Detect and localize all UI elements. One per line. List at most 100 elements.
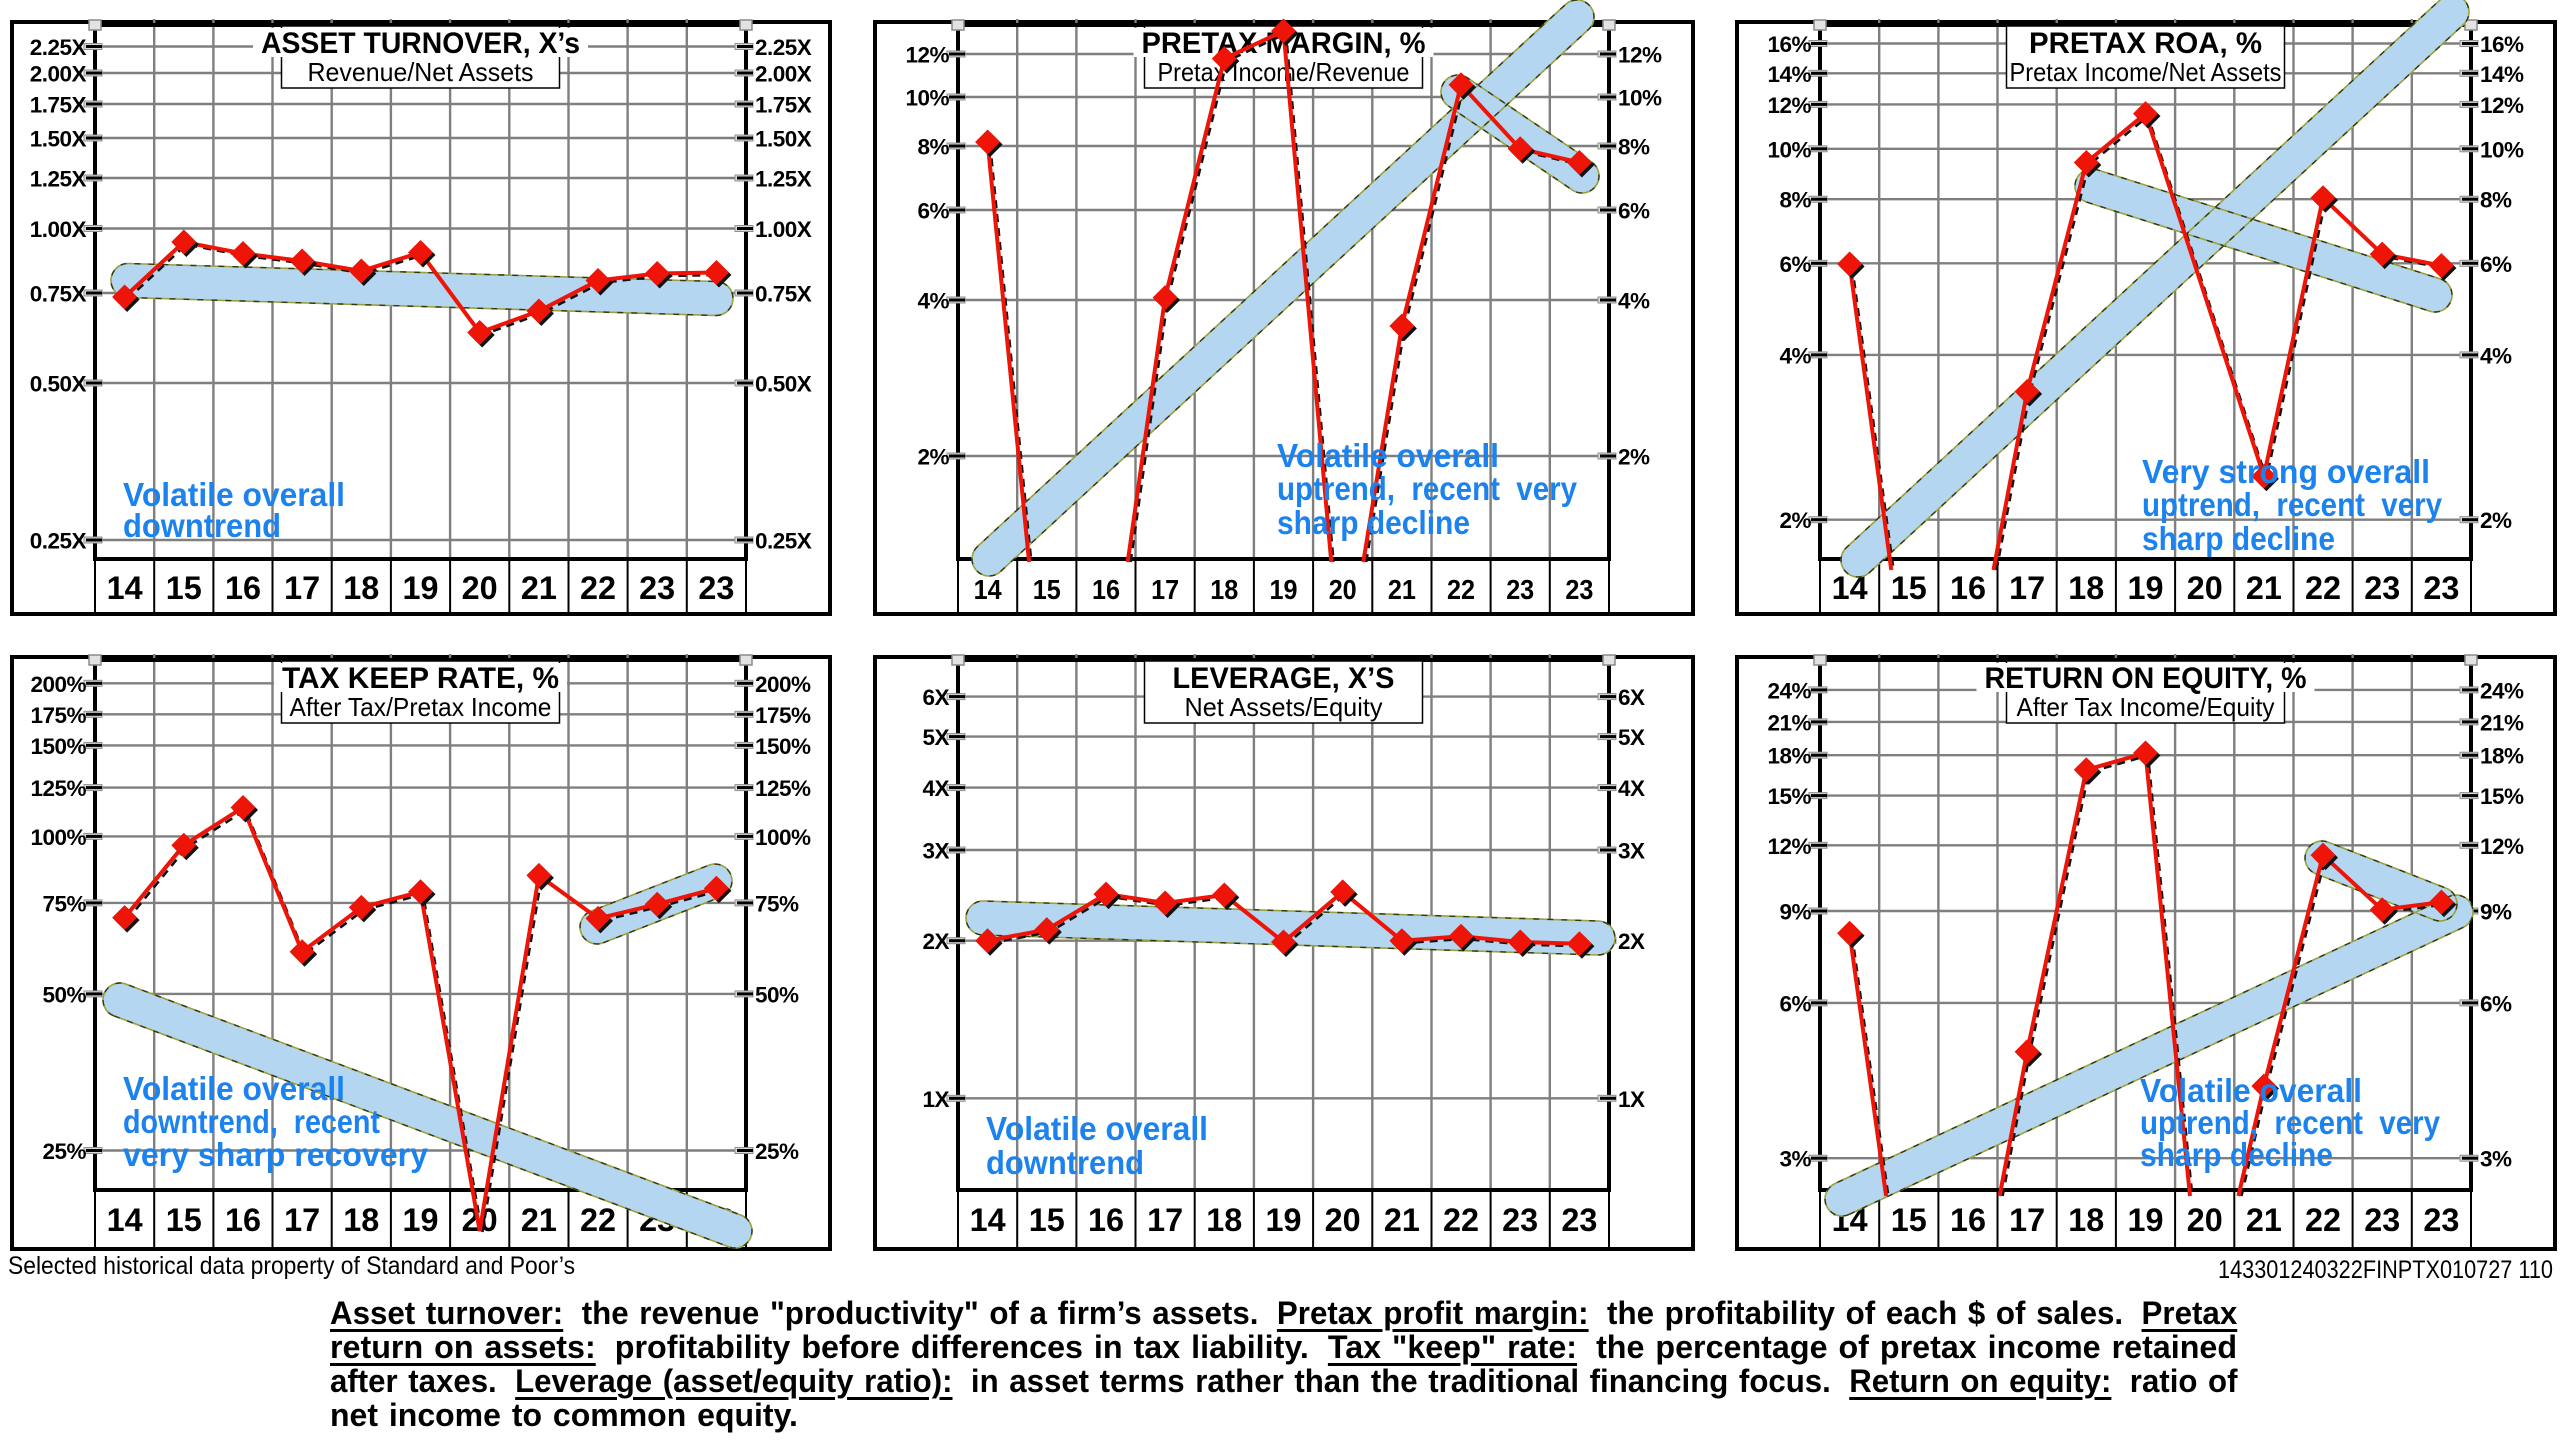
svg-text:22: 22 [580,570,616,606]
svg-text:8%: 8% [2480,188,2512,213]
svg-text:18: 18 [1206,1202,1242,1238]
svg-text:24%: 24% [1767,678,1811,703]
svg-text:24%: 24% [2480,678,2524,703]
svg-text:23: 23 [2364,570,2400,606]
svg-text:Very strong overall: Very strong overall [2142,453,2430,490]
svg-text:Volatile overall: Volatile overall [2140,1072,2362,1109]
svg-text:6%: 6% [1779,991,1811,1016]
svg-text:17: 17 [1147,1202,1183,1238]
svg-text:14: 14 [970,1202,1006,1238]
svg-text:22: 22 [580,1202,616,1238]
svg-text:50%: 50% [42,982,86,1007]
svg-text:18%: 18% [1767,744,1811,769]
svg-text:21: 21 [2246,570,2282,606]
svg-text:15: 15 [1029,1202,1065,1238]
svg-text:19: 19 [2128,570,2164,606]
svg-text:1.75X: 1.75X [30,93,87,118]
svg-text:9%: 9% [1779,900,1811,925]
svg-text:12%: 12% [905,43,949,68]
svg-text:12%: 12% [1618,43,1662,68]
svg-text:downtrend, recent: downtrend, recent [123,1103,380,1140]
svg-text:21: 21 [521,570,557,606]
svg-text:16: 16 [225,570,261,606]
svg-text:2.25X: 2.25X [30,35,87,60]
svg-text:175%: 175% [755,703,811,728]
svg-text:Volatile overall: Volatile overall [1277,437,1499,474]
svg-text:Selected historical data prope: Selected historical data property of Sta… [8,1252,575,1280]
svg-text:17: 17 [2009,570,2045,606]
svg-text:uptrend, recent very: uptrend, recent very [2140,1104,2441,1141]
svg-text:uptrend, recent very: uptrend, recent very [2142,486,2443,523]
svg-text:23: 23 [1502,1202,1538,1238]
svg-text:1.25X: 1.25X [755,167,812,192]
svg-text:4X: 4X [922,776,949,801]
svg-text:sharp decline: sharp decline [2142,520,2335,557]
svg-text:1X: 1X [1618,1087,1645,1112]
svg-text:6%: 6% [2480,991,2512,1016]
svg-text:2X: 2X [922,929,949,954]
svg-text:6%: 6% [2480,252,2512,277]
svg-text:15: 15 [166,570,202,606]
svg-text:10%: 10% [1618,86,1662,111]
svg-text:17: 17 [284,570,320,606]
svg-text:21: 21 [521,1202,557,1238]
svg-text:100%: 100% [755,825,811,850]
svg-text:0.50X: 0.50X [755,372,812,397]
svg-text:6X: 6X [1618,685,1645,710]
svg-text:18: 18 [2068,570,2104,606]
svg-text:18: 18 [2068,1202,2104,1238]
svg-text:21: 21 [1388,574,1416,605]
svg-text:22: 22 [2305,1202,2341,1238]
svg-text:1.50X: 1.50X [30,127,87,152]
svg-text:6%: 6% [917,199,949,224]
svg-text:12%: 12% [1767,93,1811,118]
svg-text:23: 23 [2423,570,2459,606]
svg-text:22: 22 [1447,574,1475,605]
svg-text:23: 23 [1506,574,1534,605]
svg-text:21: 21 [1384,1202,1420,1238]
svg-text:15: 15 [166,1202,202,1238]
svg-text:5X: 5X [1618,725,1645,750]
svg-text:2%: 2% [917,445,949,470]
svg-text:8%: 8% [917,135,949,160]
svg-text:200%: 200% [30,672,86,697]
svg-text:125%: 125% [755,776,811,801]
svg-text:10%: 10% [1767,137,1811,162]
svg-text:20: 20 [2187,1202,2223,1238]
svg-text:4X: 4X [1618,776,1645,801]
svg-text:1.00X: 1.00X [30,217,87,242]
svg-text:16: 16 [225,1202,261,1238]
svg-text:16: 16 [1088,1202,1124,1238]
svg-text:5X: 5X [922,725,949,750]
svg-text:19: 19 [2128,1202,2164,1238]
svg-text:After Tax/Pretax Income: After Tax/Pretax Income [290,692,552,722]
svg-text:2.25X: 2.25X [755,35,812,60]
svg-text:200%: 200% [755,672,811,697]
svg-text:Volatile overall: Volatile overall [123,1070,345,1107]
svg-text:4%: 4% [917,289,949,314]
svg-text:23: 23 [639,570,675,606]
svg-text:23: 23 [698,570,734,606]
svg-text:22: 22 [1443,1202,1479,1238]
svg-text:20: 20 [462,570,498,606]
svg-text:100%: 100% [30,825,86,850]
svg-text:RETURN ON EQUITY, %: RETURN ON EQUITY, % [1985,662,2307,695]
svg-text:150%: 150% [30,734,86,759]
svg-text:175%: 175% [30,703,86,728]
svg-text:4%: 4% [2480,343,2512,368]
svg-text:17: 17 [2009,1202,2045,1238]
svg-text:2.00X: 2.00X [755,62,812,87]
svg-text:20: 20 [1325,1202,1361,1238]
svg-text:25%: 25% [42,1139,86,1164]
svg-text:17: 17 [1151,574,1179,605]
svg-text:4%: 4% [1618,289,1650,314]
svg-text:0.25X: 0.25X [755,529,812,554]
svg-text:16%: 16% [2480,32,2524,57]
svg-text:0.75X: 0.75X [755,282,812,307]
svg-text:Volatile overall: Volatile overall [986,1110,1208,1147]
svg-text:uptrend, recent very: uptrend, recent very [1277,470,1578,507]
svg-text:sharp decline: sharp decline [1277,504,1470,541]
svg-text:Pretax Income/Revenue: Pretax Income/Revenue [1158,57,1410,87]
svg-text:125%: 125% [30,776,86,801]
svg-text:PRETAX ROA, %: PRETAX ROA, % [2029,27,2262,60]
